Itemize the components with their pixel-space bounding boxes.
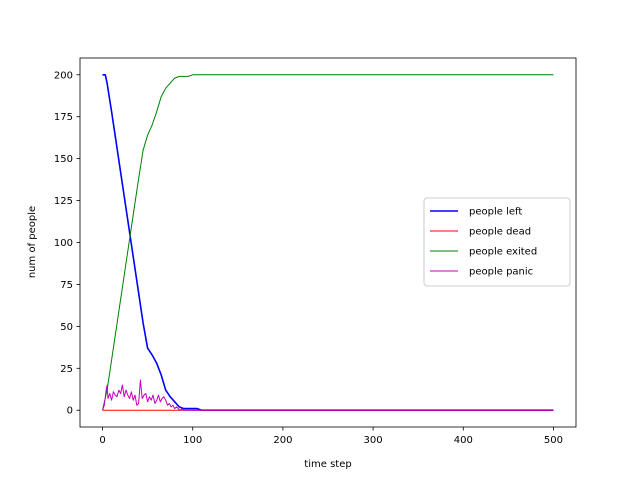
legend-frame xyxy=(423,197,571,287)
y-tick-label: 150 xyxy=(54,154,73,165)
y-tick-label: 125 xyxy=(54,196,73,207)
y-tick-label: 175 xyxy=(54,112,73,123)
y-tick-label: 75 xyxy=(60,280,73,291)
y-tick-label: 200 xyxy=(54,70,73,81)
y-tick-label: 0 xyxy=(67,406,73,417)
x-tick-label: 500 xyxy=(544,435,563,446)
x-tick-label: 200 xyxy=(273,435,292,446)
legend-label-people-left: people left xyxy=(469,207,522,218)
legend-label-people-dead: people dead xyxy=(469,227,531,238)
x-tick-label: 0 xyxy=(99,435,105,446)
plot-lines xyxy=(102,74,554,412)
x-tick-label: 100 xyxy=(183,435,202,446)
y-axis-ticks: 0 25 50 75 100 125 150 175 200 xyxy=(54,70,80,417)
legend: people left people dead people exited peopl… xyxy=(423,197,571,287)
y-axis-label: num of people xyxy=(27,206,38,278)
y-tick-label: 100 xyxy=(54,238,73,249)
x-axis-ticks: 0 100 200 300 400 500 xyxy=(99,427,563,446)
x-tick-label: 300 xyxy=(364,435,383,446)
x-axis-label: time step xyxy=(304,459,351,470)
series-line-people-exited xyxy=(102,74,554,411)
x-tick-label: 400 xyxy=(454,435,473,446)
y-tick-label: 50 xyxy=(60,322,73,333)
y-tick-label: 25 xyxy=(60,364,73,375)
series-line-people-left xyxy=(102,74,554,412)
legend-label-people-panic: people panic xyxy=(469,267,533,278)
legend-label-people-exited: people exited xyxy=(469,247,537,258)
series-line-people-panic xyxy=(102,379,554,411)
